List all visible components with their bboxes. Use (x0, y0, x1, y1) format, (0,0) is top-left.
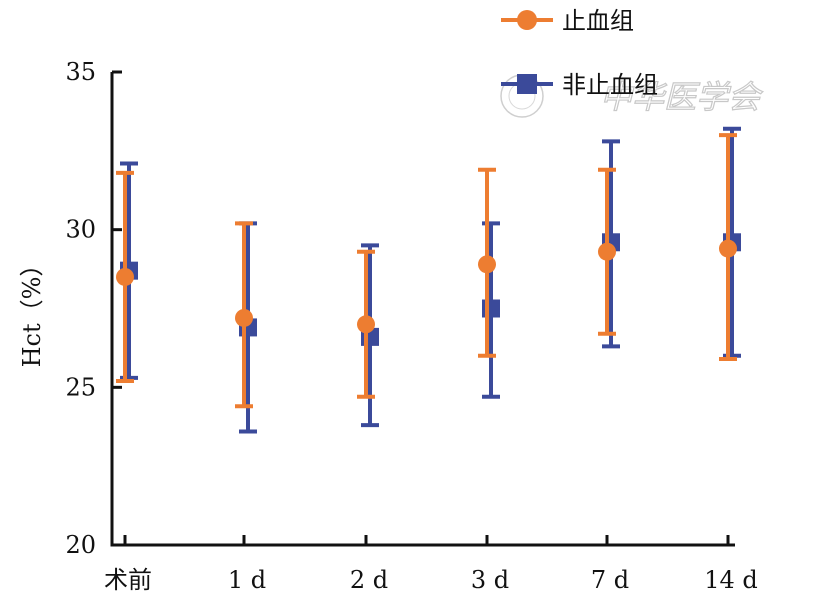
y-tick-label: 35 (65, 58, 96, 86)
series-0 (116, 133, 737, 409)
data-point (357, 315, 375, 334)
y-tick-label: 20 (65, 531, 96, 559)
series-1 (120, 126, 741, 434)
watermark: 中华医学会 (500, 74, 764, 118)
x-tick-label: 14 d (704, 566, 758, 594)
x-tick-label: 1 d (228, 566, 266, 594)
x-tick-label: 7 d (591, 566, 629, 594)
series-layer (116, 126, 741, 434)
legend-label: 止血组 (562, 7, 634, 35)
y-tick-label: 25 (65, 373, 96, 401)
data-point (482, 299, 500, 318)
x-tick-label: 3 d (471, 566, 509, 594)
legend-label: 非止血组 (562, 71, 658, 99)
legend-marker (517, 10, 537, 30)
data-point (235, 308, 253, 327)
data-point (116, 267, 134, 286)
x-tick-label: 2 d (350, 566, 388, 594)
data-point (719, 239, 737, 258)
y-axis-title: Hct（%） (18, 253, 46, 368)
x-tick-label: 术前 (104, 566, 152, 594)
legend-item-1: 非止血组 (501, 71, 658, 99)
axes: 20 25 30 35 Hct（%） 术前 1 d 2 d 3 d 7 d 14 d (18, 58, 758, 594)
y-tick-label: 30 (65, 216, 96, 244)
watermark-text: 中华医学会 (600, 78, 763, 116)
legend-marker (517, 74, 537, 94)
legend-item-0: 止血组 (501, 7, 634, 35)
data-point (598, 242, 616, 261)
data-point (478, 255, 496, 274)
